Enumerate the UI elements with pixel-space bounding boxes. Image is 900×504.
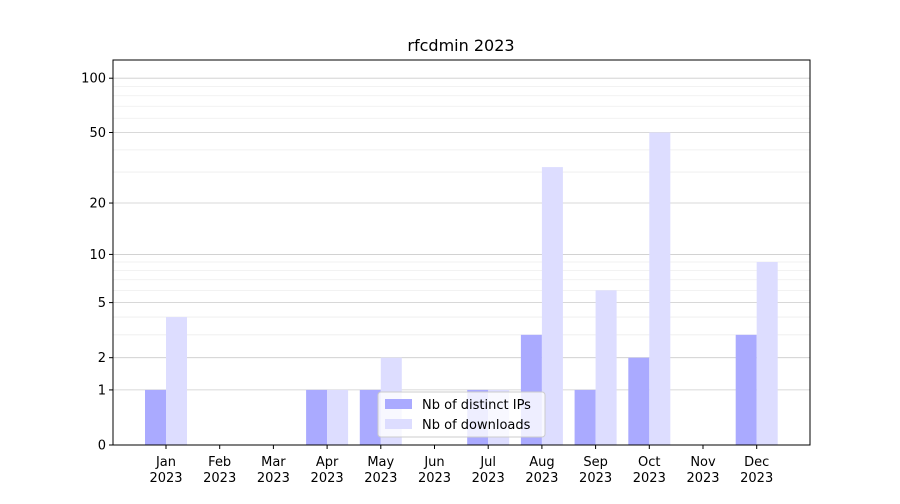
bar: [595, 290, 617, 445]
x-tick-label: Jun 2023: [418, 455, 451, 486]
y-tick-label: 5: [98, 296, 106, 311]
x-tick-label: Jan 2023: [149, 455, 182, 486]
legend-swatch: [385, 419, 412, 429]
x-tick-label: Sep 2023: [579, 455, 612, 486]
bar: [735, 334, 757, 445]
bar: [166, 317, 187, 445]
x-tick-label: May 2023: [364, 455, 397, 486]
bar: [756, 261, 778, 445]
legend-label: Nb of distinct IPs: [422, 398, 531, 413]
y-tick-label: 10: [89, 248, 106, 263]
y-tick-label: 1: [98, 383, 106, 398]
legend-box: [377, 391, 546, 438]
legend-label: Nb of downloads: [422, 418, 531, 433]
x-tick-label: Mar 2023: [257, 455, 290, 486]
bar: [541, 167, 563, 445]
y-tick-label: 20: [89, 197, 106, 212]
y-tick-label: 100: [81, 72, 106, 87]
y-tick-label: 2: [98, 351, 106, 366]
bar: [145, 389, 166, 445]
x-tick-label: Apr 2023: [311, 455, 344, 486]
bar: [649, 132, 671, 445]
y-tick-label: 0: [98, 439, 106, 454]
x-tick-label: Aug 2023: [525, 455, 558, 486]
x-tick-label: Jul 2023: [472, 455, 505, 486]
x-tick-label: Dec 2023: [740, 455, 773, 486]
bar: [327, 389, 349, 445]
bar: [628, 357, 650, 445]
legend: Nb of distinct IPs Nb of downloads: [377, 391, 546, 438]
plot-frame: [112, 59, 811, 446]
x-tick-label: Oct 2023: [633, 455, 666, 486]
legend-swatch: [385, 399, 412, 409]
x-tick-label: Feb 2023: [203, 455, 236, 486]
x-tick-label: Nov 2023: [686, 455, 719, 486]
bar: [306, 389, 328, 445]
bar: [574, 389, 596, 445]
bar: [359, 389, 381, 445]
chart-title: rfcdmin 2023: [407, 36, 514, 55]
y-tick-label: 50: [89, 126, 106, 141]
